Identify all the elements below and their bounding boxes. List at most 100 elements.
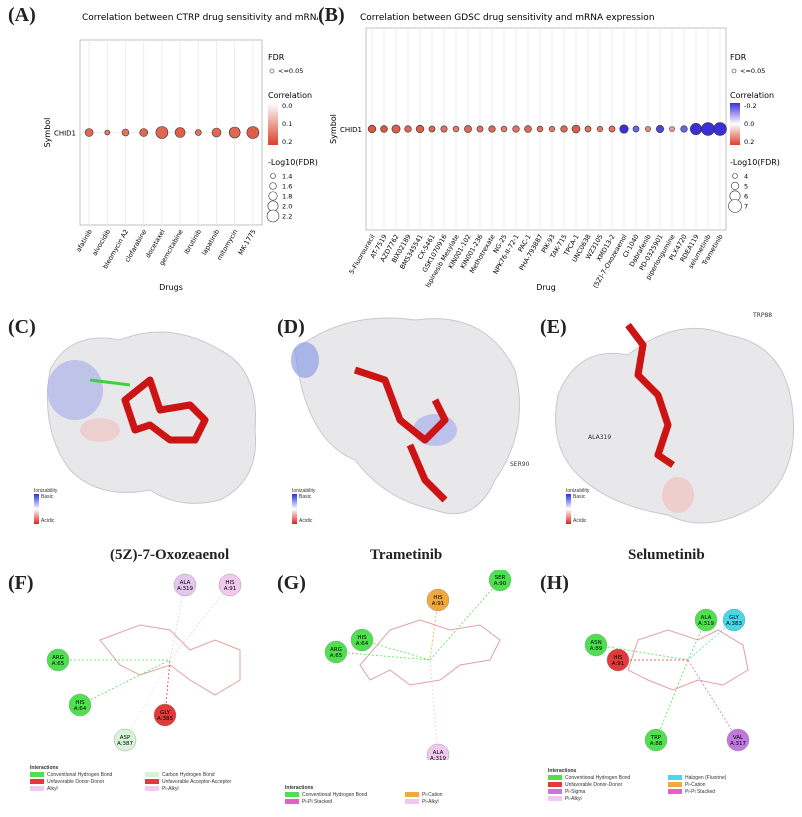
data-point [689, 123, 702, 136]
residue-node [426, 743, 450, 760]
interaction-line [79, 659, 171, 706]
data-point [655, 125, 664, 134]
chart-gdsc: Correlation between GDSC drug sensitivit… [329, 13, 780, 292]
ligand-skeleton [99, 624, 241, 696]
legend-size-marker [268, 191, 278, 201]
legend-swatch [668, 789, 682, 794]
residue-node [324, 640, 348, 664]
molecule-name-e: Selumetinib [628, 547, 705, 563]
legend-size-tick: 4 [744, 173, 748, 181]
y-tick-label: CHID1 [54, 130, 76, 138]
legend-label: Alkyl [47, 785, 58, 792]
legend-swatch [405, 799, 419, 804]
legend-label: Conventional Hydrogen Bond [47, 771, 113, 778]
residue-label: HIS [225, 580, 235, 586]
legend-fdr-title: FDR [730, 53, 747, 62]
data-point [155, 126, 169, 139]
interaction-legend-item: Pi-Cation [668, 781, 788, 788]
legend-swatch [548, 782, 562, 787]
data-point [488, 125, 496, 133]
residue-label: A:64 [356, 641, 369, 647]
legend-fdr-marker [269, 68, 275, 74]
interaction-line [169, 584, 186, 661]
data-point [195, 129, 202, 136]
interaction-legend-item: Unfavorable Donor-Donor [30, 778, 145, 785]
ion-gradient [34, 494, 39, 524]
data-point [415, 124, 425, 134]
legend-size-title: -Log10(FDR) [268, 158, 318, 167]
interaction-line [169, 584, 231, 661]
interaction-legend-item: Pi-Alkyl [145, 785, 260, 792]
ion-acidic: Acidic [41, 518, 55, 524]
residue-label-ala319: ALA319 [588, 434, 611, 441]
residue-label: A:385 [157, 716, 174, 722]
legend-fdr-label: <=0.05 [278, 67, 303, 75]
legend-colorbar [268, 103, 278, 145]
residue-label: VAL [733, 735, 744, 741]
residue-label: A:89 [590, 646, 603, 652]
legend-label: Pi-Pi Stacked [302, 798, 333, 805]
residue-label: A:319 [430, 756, 447, 760]
ion-title: Ionizability [292, 488, 316, 494]
data-point [404, 125, 412, 133]
ionizability-legend-c: Ionizability Basic Acidic [34, 488, 57, 524]
legend-swatch [548, 775, 562, 780]
legend-colorbar-tick: 0.0 [282, 102, 292, 110]
interaction-line [655, 659, 689, 741]
legend-swatch [30, 786, 44, 791]
residue-label: ALA [180, 580, 191, 586]
legend-label: Pi-Cation [685, 781, 706, 788]
legend-swatch [145, 786, 159, 791]
residue-label: A:91 [432, 601, 445, 607]
data-point [452, 125, 460, 133]
data-point [246, 126, 260, 139]
legend-colorbar-tick: 0.0 [744, 120, 754, 128]
data-point [619, 124, 629, 134]
legend-size-tick: 1.8 [282, 193, 292, 201]
x-axis-label: Drug [536, 283, 556, 292]
legend-size-tick: 2.2 [282, 213, 292, 221]
legend-swatch [668, 782, 682, 787]
interaction-legend-item: Pi-Sigma [548, 788, 668, 795]
data-point [139, 128, 148, 137]
legend-label: Unfavorable Donor-Donor [47, 778, 105, 785]
panel-label-h: (H) [540, 572, 569, 594]
data-point [571, 124, 581, 134]
residue-label: A:65 [330, 653, 343, 659]
chart-ctrp: Correlation between CTRP drug sensitivit… [43, 13, 318, 292]
data-point [500, 125, 508, 133]
residue-label: A:90 [494, 581, 507, 587]
legend-correlation-title: Correlation [268, 91, 312, 100]
chart-title: Correlation between GDSC drug sensitivit… [360, 13, 655, 23]
residue-label: TRP [650, 735, 662, 741]
interaction-legend-item: Pi-Pi Stacked [285, 798, 405, 805]
ion-basic: Basic [299, 494, 312, 500]
data-point [476, 125, 484, 133]
residue-node [68, 693, 92, 717]
residue-node [694, 608, 718, 632]
legend-label: Unfavorable Acceptor-Acceptor [162, 778, 232, 785]
data-point [428, 125, 436, 133]
data-point [211, 127, 222, 138]
panel-label-g: (G) [277, 572, 306, 594]
residue-node [218, 573, 242, 597]
legend-size-tick: 5 [744, 183, 748, 191]
data-point [367, 124, 377, 134]
interaction-line [429, 579, 501, 661]
data-point [713, 122, 727, 136]
legend-label: Pi-Sigma [565, 788, 586, 795]
y-axis-label: Symbol [43, 118, 52, 148]
interaction-diagram-f: ALAA:319HISA:91ARGA:65HISA:64ASPA:387GLY… [46, 573, 242, 752]
x-axis-label: Drugs [159, 283, 183, 292]
legend-label: Pi-Pi Stacked [685, 788, 716, 795]
data-point [669, 126, 675, 132]
panel-label-c: (C) [8, 316, 36, 338]
legend-swatch [548, 796, 562, 801]
residue-label: A:319 [177, 586, 194, 592]
data-point [228, 126, 241, 139]
y-tick-label: CHID1 [340, 126, 362, 134]
residue-label: A:383 [726, 621, 743, 627]
panel-label-f: (F) [8, 572, 34, 594]
data-point [680, 125, 688, 133]
residue-label: GLY [729, 615, 740, 621]
